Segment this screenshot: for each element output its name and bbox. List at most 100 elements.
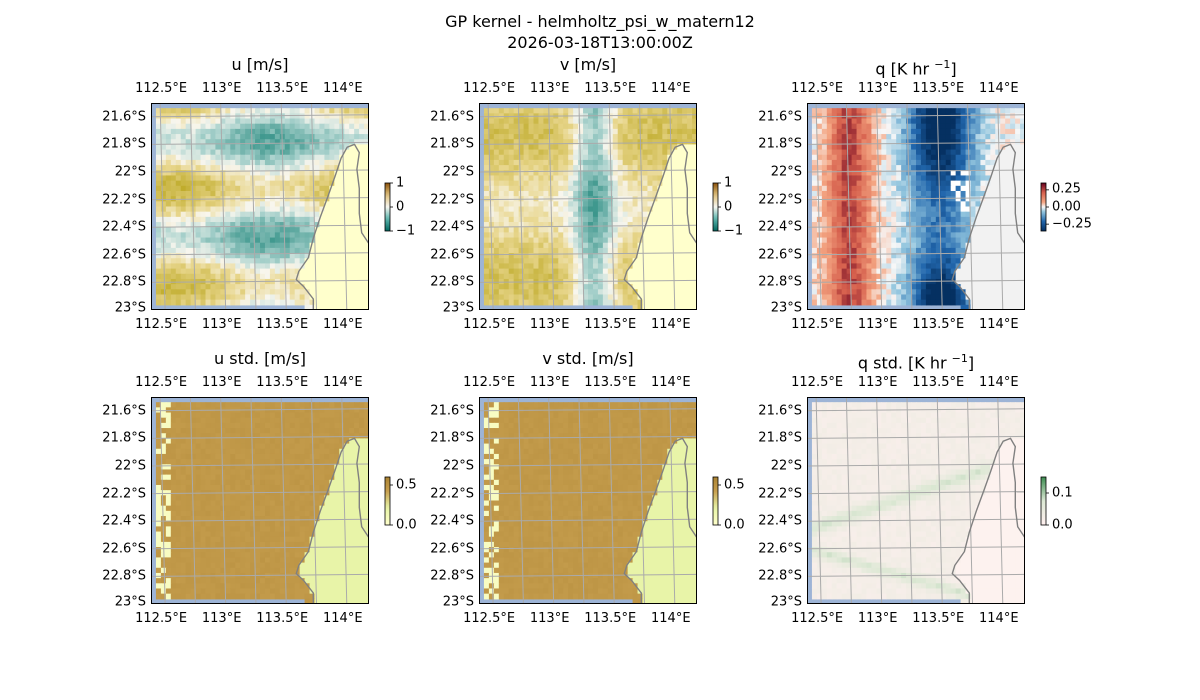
heatmap-cell [488,128,495,135]
heatmap-cell [935,227,942,233]
heatmap-cell [573,294,579,301]
heatmap-cell [568,123,574,130]
heatmap-cell [1020,253,1025,259]
heatmap-cell [548,108,554,114]
heatmap-cell [155,268,162,275]
heatmap-cell [836,294,843,301]
heatmap-cell [985,175,991,182]
heatmap-cell [925,113,932,120]
heatmap-cell [866,159,872,166]
heatmap-cell [627,237,634,244]
heatmap-cell [607,113,614,120]
heatmap-cell [940,263,947,270]
heatmap-cell [354,185,360,192]
heatmap-cell [339,227,345,233]
heatmap-cell [990,258,996,265]
heatmap-cell [617,175,624,182]
heatmap-cell [503,263,510,270]
heatmap-cell [975,113,981,120]
heatmap-cell [588,206,594,213]
heatmap-cell [274,222,281,228]
heatmap-cell [543,175,549,182]
heatmap-cell [925,294,932,301]
heatmap-cell [493,149,500,156]
heatmap-cell [642,118,649,125]
heatmap-cell [896,253,902,259]
heatmap-cell [677,284,683,290]
heatmap-cell [498,253,505,259]
heatmap-cell [677,227,683,233]
heatmap-cell [185,273,192,280]
heatmap-cell [1000,118,1006,125]
colorbar-tick-label: 1 [396,175,405,190]
heatmap-cell [299,299,306,306]
heatmap-cell [911,227,917,233]
heatmap-cell [319,294,325,301]
heatmap-cell [588,237,594,244]
heatmap-cell [940,227,947,233]
heatmap-cell [155,263,162,270]
heatmap-cell [165,108,172,114]
heatmap-cell [647,206,653,213]
heatmap-cell [881,154,887,161]
heatmap-cell [1005,258,1011,265]
heatmap-cell [592,180,599,187]
heatmap-cell [493,159,500,166]
heatmap-cell [846,154,853,161]
heatmap-cell [354,159,360,166]
heatmap-cell [861,232,868,239]
heatmap-cell [578,227,584,233]
heatmap-cell [329,159,335,166]
heatmap-cell [309,216,316,223]
heatmap-cell [165,139,172,145]
heatmap-cell [294,294,301,301]
heatmap-cell [205,227,212,233]
heatmap-cell [627,108,634,114]
heatmap-cell [1005,180,1011,187]
heatmap-cell [851,211,858,218]
heatmap-cell [558,294,564,301]
heatmap-cell [334,206,340,213]
heatmap-cell [1005,284,1011,290]
heatmap-cell [627,247,634,254]
heatmap-cell [230,170,236,177]
heatmap-cell [190,139,197,145]
heatmap-cell [592,268,599,275]
heatmap-cell [359,278,365,285]
heatmap-cell [250,201,256,208]
heatmap-cell [627,144,634,151]
heatmap-cell [563,108,569,114]
heatmap-cell [324,247,330,254]
heatmap-cell [622,154,629,161]
heatmap-cell [677,149,683,156]
heatmap-cell [359,118,365,125]
heatmap-cell [558,216,564,223]
heatmap-cell [911,253,917,259]
heatmap-cell [533,201,540,208]
heatmap-cell [1005,294,1011,301]
heatmap-cell [329,247,335,254]
heatmap-cell [642,139,649,145]
heatmap-cell [299,149,306,156]
heatmap-cell [359,165,365,171]
heatmap-cell [851,118,858,125]
heatmap-cell [657,175,663,182]
heatmap-cell [597,159,604,166]
heatmap-cell [349,294,355,301]
heatmap-cell [528,180,535,187]
heatmap-cell [324,268,330,275]
heatmap-cell [264,170,271,177]
heatmap-cell [588,232,594,239]
heatmap-cell [210,227,216,233]
heatmap-cell [617,149,624,156]
heatmap-cell [568,149,574,156]
heatmap-cell [583,237,589,244]
heatmap-cell [816,227,823,233]
heatmap-cell [612,196,619,202]
heatmap-cell [160,206,167,213]
x-tick-label-top: 113.5°E [584,81,637,96]
heatmap-cell [1000,289,1006,296]
heatmap-cell [1000,268,1006,275]
heatmap-cell [553,108,559,114]
heatmap-cell [866,201,872,208]
